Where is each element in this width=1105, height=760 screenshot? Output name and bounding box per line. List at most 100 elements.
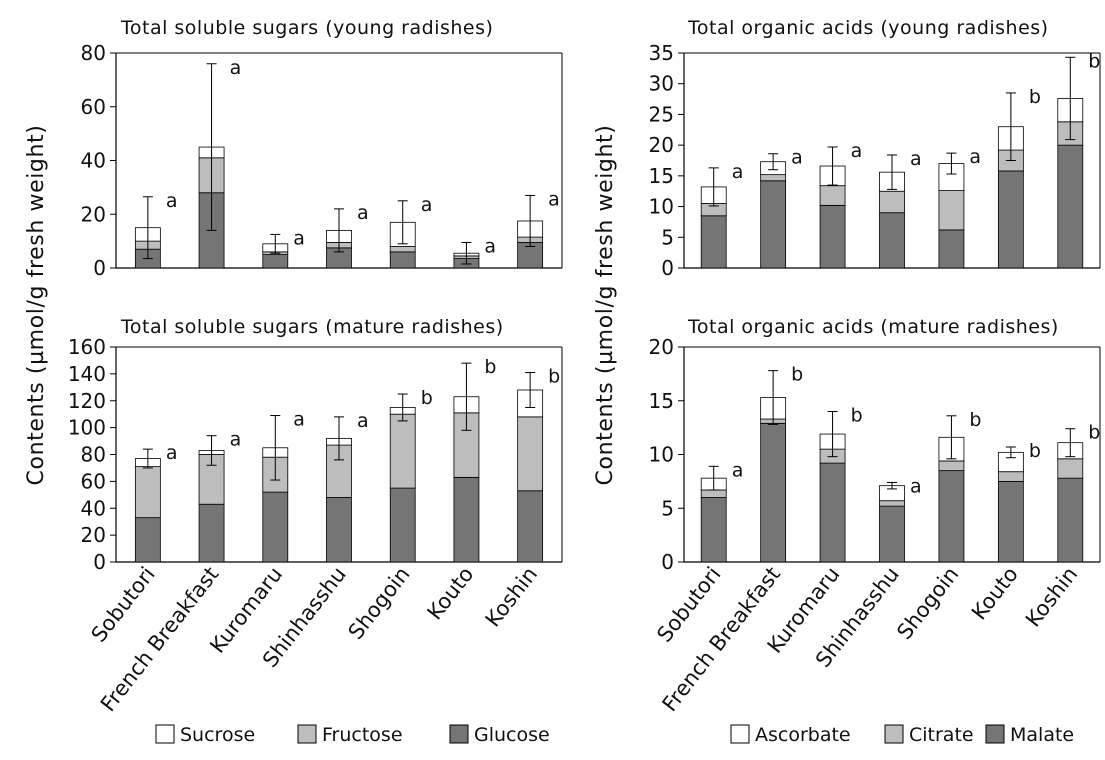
y-tick-label: 60 [81,469,106,493]
y-tick-label: 60 [81,95,106,119]
category-label: French Breakfast [96,562,224,716]
y-tick-label: 20 [81,523,106,547]
significance-label: a [969,146,981,168]
y-tick-label: 30 [649,72,674,96]
y-tick-label: 0 [661,550,674,574]
significance-label: b [1029,440,1041,462]
category-label: Koshin [1021,562,1082,631]
significance-label: a [910,475,922,497]
bar-citrate [700,489,727,498]
significance-label: a [166,190,178,212]
significance-label: b [1088,422,1100,444]
panel-3: Total soluble sugars (mature radishes) 0 2… [68,316,563,574]
bar-citrate [879,190,905,214]
legend-swatch-glucose [449,724,469,744]
significance-label: a [732,161,744,183]
bar-glucose [326,497,352,563]
y-axis-label-left: Contents (µmol/g fresh weight) [24,125,49,486]
bar-malate [938,229,965,269]
bar-malate [1057,477,1084,563]
y-tick-label: 35 [649,41,674,65]
y-tick-label: 80 [81,443,106,467]
bar-glucose [262,491,289,563]
bar-malate [700,215,727,269]
significance-label: b [548,366,560,388]
bar-malate [997,170,1024,269]
y-tick-label: 160 [68,335,106,359]
significance-label: a [791,147,803,169]
significance-label: a [357,410,369,432]
significance-label: a [230,429,242,451]
bar-malate [879,505,905,563]
chart-title: Total organic acids (young radishes) [687,17,1049,39]
category-label: Kouto [423,562,479,624]
y-tick-label: 0 [93,256,106,280]
significance-label: b [1088,50,1100,72]
legend-swatch-sucrose [155,724,175,744]
legend-swatch-citrate [884,724,904,744]
chart-title: Total soluble sugars (mature radishes) [120,316,504,338]
bar-citrate [997,471,1024,482]
bar-fructose [134,466,161,519]
significance-label: a [910,148,922,170]
legend-label-glucose: Glucose [474,724,550,746]
y-tick-label: 140 [68,362,106,386]
y-tick-label: 5 [661,496,674,520]
significance-label: a [230,57,242,79]
y-tick-label: 20 [649,133,674,157]
legend-label-ascorbate: Ascorbate [755,724,851,746]
bar-citrate [1057,458,1084,479]
legend-label-sucrose: Sucrose [180,724,255,746]
bar-citrate [819,185,846,206]
bar-citrate [938,190,965,231]
significance-label: a [421,194,433,216]
bar-malate [879,212,905,269]
legend-swatch-malate [985,724,1005,744]
significance-label: a [166,442,178,464]
y-axis-label-right: Contents (µmol/g fresh weight) [593,125,618,486]
y-tick-label: 40 [81,496,106,520]
significance-label: a [293,227,305,249]
bar-glucose [453,476,480,563]
bar-malate [819,462,846,563]
bar-malate [700,497,727,563]
legend-label-fructose: Fructose [322,724,403,746]
y-tick-label: 15 [649,164,674,188]
panel-1: Total soluble sugars (young radishes) 0 20… [81,17,563,280]
significance-label: b [969,409,981,431]
significance-label: a [732,459,744,481]
bar-glucose [198,503,225,563]
y-tick-label: 80 [81,41,106,65]
bar-fructose [389,246,416,253]
significance-label: b [851,405,863,427]
legend-swatch-ascorbate [730,724,750,744]
category-label: Shogoin [344,562,415,644]
y-tick-label: 20 [649,335,674,359]
bar-glucose [262,254,289,269]
significance-label: a [293,409,305,431]
significance-label: b [421,387,433,409]
y-tick-label: 100 [68,416,106,440]
bar-malate [760,180,787,269]
legend-label-malate: Malate [1010,724,1074,746]
significance-label: a [548,188,560,210]
legend-swatch-fructose [297,724,317,744]
y-tick-label: 15 [649,389,674,413]
bar-citrate [938,460,965,472]
panel-2: Total organic acids (young radishes) 0 5 10… [649,17,1101,280]
significance-label: b [791,364,803,386]
y-tick-label: 10 [649,195,674,219]
y-tick-label: 40 [81,149,106,173]
bar-malate [760,422,787,563]
bar-glucose [517,490,544,563]
bar-malate [938,470,965,563]
panel-4: Total organic acids (mature radishes) 0 5 1… [649,316,1101,574]
y-tick-label: 5 [661,225,674,249]
significance-label: a [357,202,369,224]
significance-label: b [484,356,496,378]
bar-malate [1057,144,1084,269]
y-tick-label: 0 [93,550,106,574]
y-tick-label: 25 [649,102,674,126]
